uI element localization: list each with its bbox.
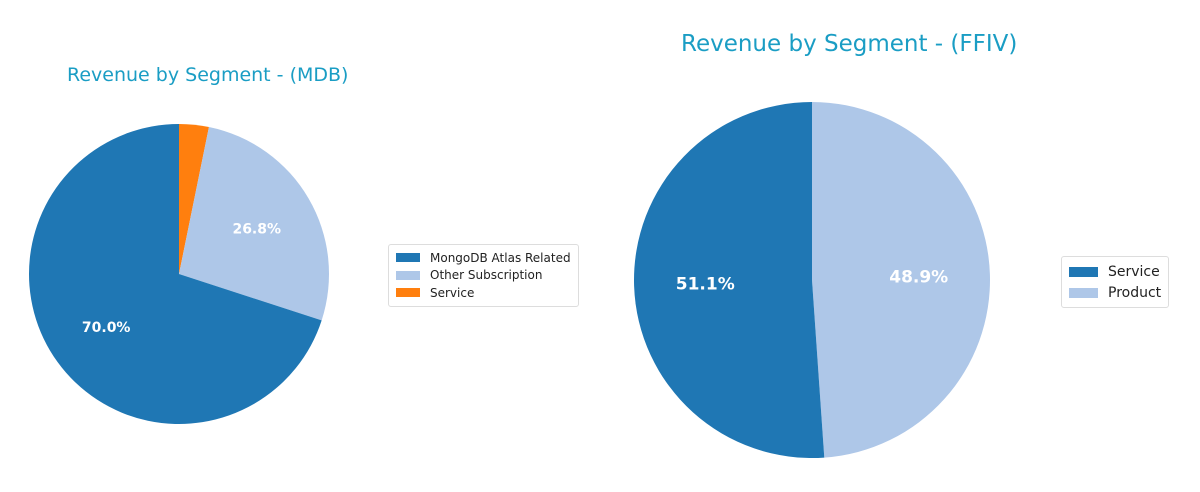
mdb-legend: MongoDB Atlas Related Other Subscription… <box>388 244 579 307</box>
legend-item: MongoDB Atlas Related <box>396 249 571 267</box>
legend-item: Service <box>396 284 571 302</box>
pie-slice <box>812 102 990 458</box>
ffiv-legend: Service Product <box>1061 256 1170 308</box>
legend-swatch <box>1069 287 1098 298</box>
mdb-chart-title: Revenue by Segment - (MDB) <box>67 64 349 86</box>
slice-percent-label: 26.8% <box>232 222 281 238</box>
mdb-pie: 26.8% 70.0% <box>29 124 329 424</box>
ffiv-pie: 48.9% 51.1% <box>633 101 990 459</box>
slice-percent-label: 70.0% <box>82 320 131 336</box>
pie-slice <box>179 124 209 274</box>
legend-swatch <box>396 288 420 298</box>
legend-item: Other Subscription <box>396 267 571 285</box>
legend-item: Product <box>1069 282 1161 303</box>
pie-slice <box>633 101 825 459</box>
pie-slice <box>29 124 322 424</box>
legend-item: Service <box>1069 261 1161 282</box>
slice-percent-label: 48.9% <box>889 267 948 287</box>
legend-swatch <box>396 253 420 263</box>
legend-swatch <box>396 270 420 280</box>
pie-slice <box>179 127 329 321</box>
ffiv-chart-title: Revenue by Segment - (FFIV) <box>681 31 1018 57</box>
legend-swatch <box>1069 266 1098 277</box>
slice-percent-label: 51.1% <box>676 275 735 295</box>
